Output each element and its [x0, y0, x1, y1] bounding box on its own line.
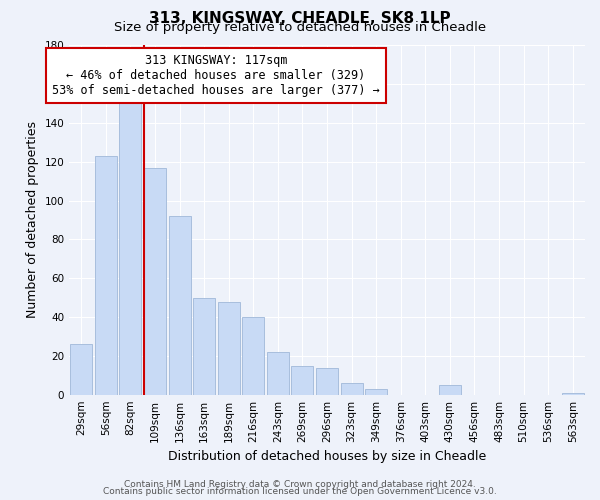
Bar — [218, 302, 240, 395]
Text: Contains HM Land Registry data © Crown copyright and database right 2024.: Contains HM Land Registry data © Crown c… — [124, 480, 476, 489]
Text: Contains public sector information licensed under the Open Government Licence v3: Contains public sector information licen… — [103, 487, 497, 496]
Text: Size of property relative to detached houses in Cheadle: Size of property relative to detached ho… — [114, 22, 486, 35]
Text: 313, KINGSWAY, CHEADLE, SK8 1LP: 313, KINGSWAY, CHEADLE, SK8 1LP — [149, 11, 451, 26]
Text: 313 KINGSWAY: 117sqm
← 46% of detached houses are smaller (329)
53% of semi-deta: 313 KINGSWAY: 117sqm ← 46% of detached h… — [52, 54, 380, 97]
Bar — [95, 156, 117, 395]
Bar — [292, 366, 313, 395]
Bar — [316, 368, 338, 395]
Bar — [193, 298, 215, 395]
Bar — [341, 384, 362, 395]
Bar — [119, 104, 142, 395]
Bar — [365, 389, 387, 395]
Y-axis label: Number of detached properties: Number of detached properties — [26, 122, 39, 318]
Bar — [242, 317, 265, 395]
Bar — [169, 216, 191, 395]
Bar — [267, 352, 289, 395]
Bar — [70, 344, 92, 395]
Bar — [144, 168, 166, 395]
X-axis label: Distribution of detached houses by size in Cheadle: Distribution of detached houses by size … — [168, 450, 486, 464]
Bar — [439, 386, 461, 395]
Bar — [562, 393, 584, 395]
